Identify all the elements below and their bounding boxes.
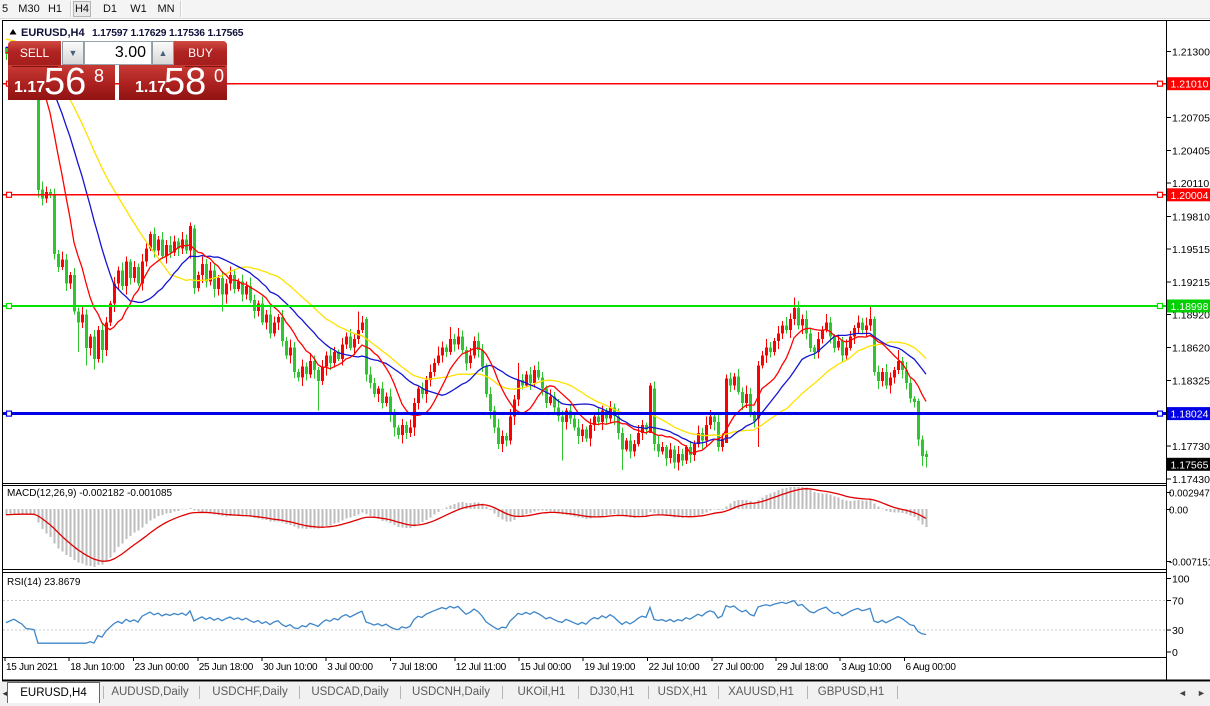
- svg-text:3 Jul 00:00: 3 Jul 00:00: [327, 662, 373, 673]
- svg-text:1.17430: 1.17430: [1172, 474, 1210, 486]
- svg-text:-0.007151: -0.007151: [1169, 557, 1210, 568]
- svg-text:1.20110: 1.20110: [1172, 178, 1209, 190]
- svg-text:1.18998: 1.18998: [1171, 301, 1209, 313]
- svg-text:1.18325: 1.18325: [1172, 375, 1210, 387]
- svg-text:23 Jun 00:00: 23 Jun 00:00: [135, 662, 190, 673]
- svg-text:1.17730: 1.17730: [1172, 441, 1210, 453]
- svg-text:0.00: 0.00: [1169, 506, 1189, 517]
- svg-text:1.19810: 1.19810: [1172, 211, 1210, 223]
- svg-text:3 Aug 10:00: 3 Aug 10:00: [841, 662, 892, 673]
- svg-text:1.21300: 1.21300: [1172, 47, 1210, 59]
- svg-text:12 Jul 11:00: 12 Jul 11:00: [456, 662, 507, 673]
- svg-text:1.19215: 1.19215: [1172, 277, 1210, 289]
- svg-text:EURUSD,H4: EURUSD,H4: [21, 27, 85, 39]
- svg-text:1.20004: 1.20004: [1171, 190, 1209, 202]
- svg-text:29 Jul 18:00: 29 Jul 18:00: [777, 662, 829, 673]
- svg-text:1.17565: 1.17565: [1171, 459, 1209, 471]
- svg-text:22 Jul 10:00: 22 Jul 10:00: [649, 662, 701, 673]
- svg-text:30: 30: [1172, 625, 1184, 637]
- svg-text:18 Jun 10:00: 18 Jun 10:00: [70, 662, 125, 673]
- svg-text:1.18620: 1.18620: [1172, 343, 1210, 355]
- svg-text:30 Jun 10:00: 30 Jun 10:00: [263, 662, 318, 673]
- svg-text:0: 0: [1172, 647, 1178, 659]
- svg-text:1.20405: 1.20405: [1172, 146, 1210, 158]
- svg-text:100: 100: [1172, 574, 1190, 586]
- svg-text:MACD(12,26,9) -0.002182 -0.001: MACD(12,26,9) -0.002182 -0.001085: [7, 488, 173, 499]
- svg-text:70: 70: [1172, 596, 1184, 608]
- svg-text:19 Jul 19:00: 19 Jul 19:00: [584, 662, 636, 673]
- svg-text:1.19515: 1.19515: [1172, 244, 1210, 256]
- svg-text:15 Jun 2021: 15 Jun 2021: [6, 662, 58, 673]
- svg-text:6 Aug 00:00: 6 Aug 00:00: [906, 662, 957, 673]
- svg-text:1.20705: 1.20705: [1172, 112, 1210, 124]
- svg-text:1.21010: 1.21010: [1171, 79, 1209, 91]
- svg-text:25 Jun 18:00: 25 Jun 18:00: [199, 662, 254, 673]
- svg-text:1.18024: 1.18024: [1171, 409, 1209, 421]
- svg-text:RSI(14) 23.8679: RSI(14) 23.8679: [7, 577, 81, 588]
- svg-text:1.17597 1.17629 1.17536 1.1756: 1.17597 1.17629 1.17536 1.17565: [92, 28, 244, 39]
- svg-text:27 Jul 00:00: 27 Jul 00:00: [713, 662, 765, 673]
- svg-text:0.002947: 0.002947: [1169, 489, 1210, 500]
- svg-text:7 Jul 18:00: 7 Jul 18:00: [392, 662, 438, 673]
- svg-text:15 Jul 00:00: 15 Jul 00:00: [520, 662, 572, 673]
- svg-text:1.18920: 1.18920: [1172, 310, 1210, 322]
